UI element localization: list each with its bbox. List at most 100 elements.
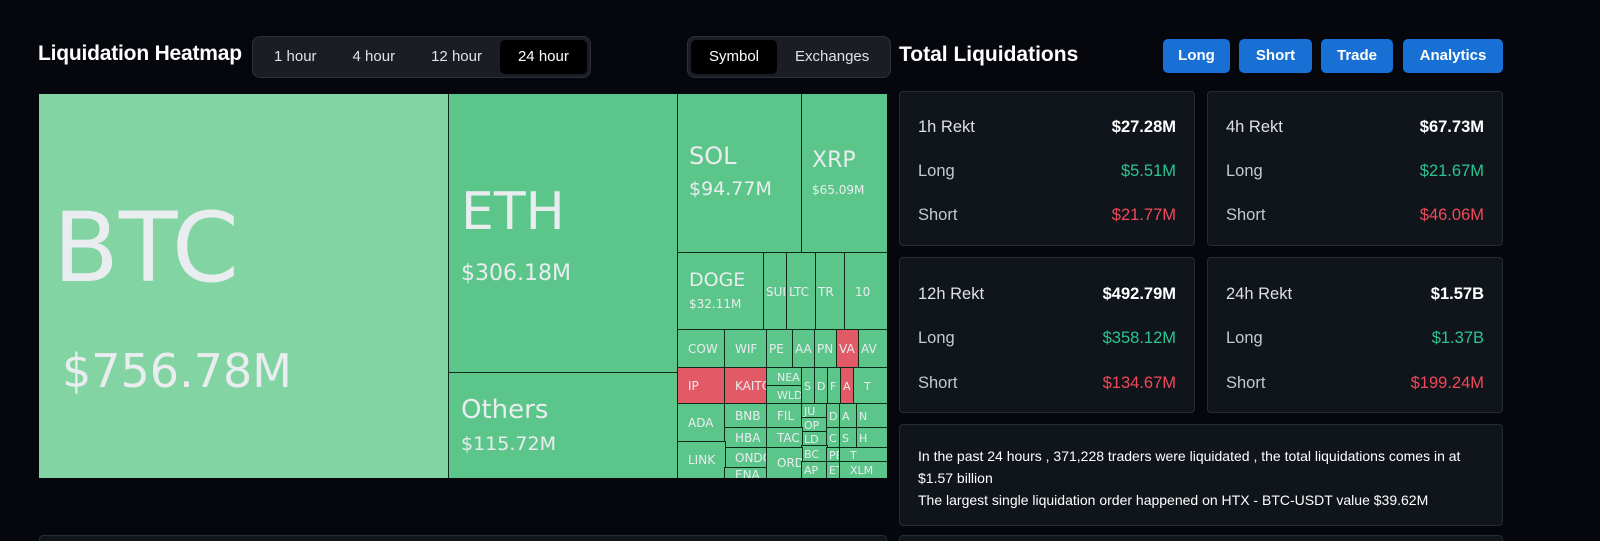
tile-ju[interactable]: JU	[801, 403, 828, 419]
tile-bc[interactable]: BC	[801, 445, 828, 463]
stat-card-header: 12h Rekt $492.79M	[918, 285, 1176, 304]
long-row: Long $1.37B	[1226, 329, 1484, 348]
tile-tac[interactable]: TAC	[766, 427, 803, 449]
long-value: $1.37B	[1431, 329, 1484, 347]
tile-symbol: TR	[818, 284, 834, 299]
tile-ord[interactable]: ORD	[766, 447, 803, 478]
tile-d[interactable]: D	[814, 367, 829, 405]
tile-a[interactable]: A	[840, 367, 855, 405]
time-option-4h[interactable]: 4 hour	[352, 48, 396, 65]
stat-card-1h: 1h Rekt $27.28M Long $5.51M Short $21.77M	[899, 91, 1195, 246]
total-value: $492.79M	[1102, 285, 1176, 303]
tile-symbol: PE	[769, 342, 784, 356]
trade-button[interactable]: Trade	[1321, 39, 1393, 73]
summary-line-1: In the past 24 hours , 371,228 traders w…	[918, 448, 1461, 486]
tile-bnb[interactable]: BNB	[724, 403, 768, 429]
time-option-12h[interactable]: 12 hour	[431, 48, 482, 65]
long-value: $5.51M	[1120, 162, 1176, 180]
tile-pe[interactable]: PE	[766, 329, 794, 369]
lower-panel-right	[899, 535, 1503, 541]
tile-symbol: N	[859, 409, 868, 423]
tile-symbol: BNB	[735, 409, 761, 423]
view-option-exchanges[interactable]: Exchanges	[795, 48, 870, 65]
time-option-1h[interactable]: 1 hour	[274, 48, 317, 65]
tile-symbol: T	[864, 379, 871, 393]
tile-pe[interactable]: PE	[826, 447, 841, 463]
tile-nea[interactable]: NEA	[766, 367, 803, 387]
tile-symbol: S	[804, 379, 811, 393]
tile-xrp[interactable]: XRP $65.09M	[801, 94, 887, 254]
tile-symbol: ORD	[777, 456, 802, 470]
tile-tr[interactable]: TR	[815, 252, 846, 331]
tile-symbol: TAC	[777, 431, 800, 445]
view-option-symbol[interactable]: Symbol	[691, 40, 778, 74]
tile-symbol: AP	[804, 463, 819, 477]
tile-ap[interactable]: AP	[801, 461, 828, 478]
time-option-24h[interactable]: 24 hour	[499, 40, 587, 74]
long-value: $358.12M	[1102, 329, 1176, 347]
tile-sui[interactable]: SUI	[763, 252, 788, 331]
tile-cow[interactable]: COW	[677, 329, 726, 369]
tile-symbol: ONDO	[735, 451, 767, 465]
tile-btc[interactable]: BTC $756.78M	[39, 94, 450, 478]
tile-ondo[interactable]: ONDO	[724, 447, 768, 469]
tile-s[interactable]: S	[839, 427, 858, 449]
tile-fil[interactable]: FIL	[766, 403, 803, 429]
tile-va[interactable]: VA	[836, 329, 860, 369]
tile-symbol: XRP	[812, 148, 856, 173]
short-row: Short $46.06M	[1226, 206, 1484, 225]
tile-symbol: BTC	[53, 192, 239, 304]
tile-eth[interactable]: ETH $306.18M	[448, 94, 679, 374]
tile-symbol: A	[842, 409, 850, 423]
stat-card-header: 1h Rekt $27.28M	[918, 118, 1176, 137]
short-button[interactable]: Short	[1239, 39, 1312, 73]
tile-ltc[interactable]: LTC	[786, 252, 817, 331]
total-liquidations-title: Total Liquidations	[899, 43, 1079, 66]
tile-hba[interactable]: HBA	[724, 427, 768, 449]
tile-f[interactable]: F	[827, 367, 842, 405]
tile-a[interactable]: A	[839, 403, 858, 429]
short-row: Short $199.24M	[1226, 374, 1484, 393]
tile-t[interactable]: T	[839, 447, 887, 463]
tile-symbol: HBA	[735, 431, 761, 445]
tile-symbol: PN	[817, 342, 834, 356]
tile-et[interactable]: ET	[826, 461, 841, 478]
tile-ld[interactable]: LD	[801, 431, 828, 447]
tile-link[interactable]: LINK	[677, 441, 726, 478]
tile-ena[interactable]: ENA	[724, 467, 768, 478]
tile-d[interactable]: D	[826, 403, 841, 429]
tile-ada[interactable]: ADA	[677, 403, 726, 443]
tile-av[interactable]: AV	[858, 329, 887, 369]
total-value: $67.73M	[1419, 118, 1484, 136]
tile-pn[interactable]: PN	[814, 329, 838, 369]
tile-aa[interactable]: AA	[792, 329, 816, 369]
tile-kaito[interactable]: KAITO	[724, 367, 768, 405]
long-button[interactable]: Long	[1163, 39, 1230, 73]
tile-n[interactable]: N	[856, 403, 887, 429]
tile-h[interactable]: H	[856, 427, 887, 449]
tile-wif[interactable]: WIF	[724, 329, 768, 369]
long-label: Long	[918, 162, 955, 180]
tile-sol[interactable]: SOL $94.77M	[677, 94, 803, 254]
tile-wld[interactable]: WLD	[766, 385, 803, 405]
tile-10[interactable]: 10	[844, 252, 887, 331]
tile-c[interactable]: C	[826, 427, 841, 449]
short-value: $199.24M	[1410, 374, 1484, 392]
tile-symbol: NEA	[777, 370, 800, 384]
tile-symbol: A	[843, 379, 851, 393]
tile-ip[interactable]: IP	[677, 367, 726, 405]
tile-op[interactable]: OP	[801, 417, 828, 433]
tile-xlm[interactable]: XLM	[839, 461, 887, 478]
tile-doge[interactable]: DOGE $32.11M	[677, 252, 765, 331]
tile-symbol: JU	[804, 404, 816, 418]
tile-others[interactable]: Others $115.72M	[448, 372, 679, 478]
tile-symbol: T	[850, 448, 857, 462]
analytics-button[interactable]: Analytics	[1403, 39, 1503, 73]
tile-t[interactable]: T	[853, 367, 887, 405]
tile-symbol: PE	[829, 448, 840, 462]
tile-symbol: COW	[688, 342, 718, 356]
tile-s[interactable]: S	[801, 367, 816, 405]
tile-symbol: SOL	[689, 142, 737, 170]
tile-value: $65.09M	[812, 183, 865, 197]
tile-symbol: C	[829, 431, 837, 445]
